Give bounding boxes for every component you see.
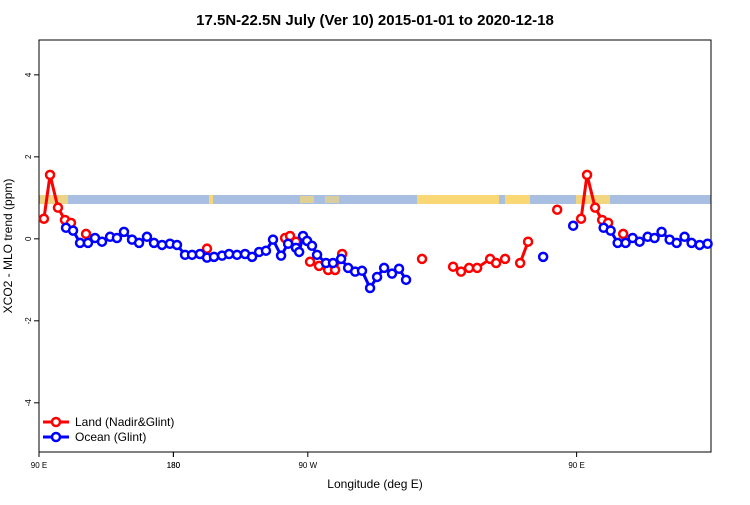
data-point xyxy=(567,220,579,231)
data-point xyxy=(605,225,616,236)
data-point xyxy=(67,225,79,236)
data-point xyxy=(52,202,64,213)
legend-label: Ocean (Glint) xyxy=(75,430,146,444)
y-tick-label: 4 xyxy=(24,72,33,77)
data-point xyxy=(80,228,92,240)
data-point xyxy=(141,231,153,243)
data-point xyxy=(551,204,563,215)
legend-label: Land (Nadir&Glint) xyxy=(75,415,174,429)
data-point xyxy=(82,237,94,249)
data-point xyxy=(282,238,294,249)
data-point xyxy=(447,261,459,272)
legend-marker xyxy=(50,416,62,428)
data-point xyxy=(471,262,483,274)
data-point xyxy=(634,236,645,247)
data-point xyxy=(231,249,243,261)
data-point xyxy=(581,169,593,181)
y-tick-label: 0 xyxy=(24,236,33,241)
data-point xyxy=(378,262,390,274)
legend-marker xyxy=(50,431,62,443)
data-point xyxy=(364,282,376,294)
data-point xyxy=(311,249,323,261)
data-point xyxy=(38,213,50,224)
data-point xyxy=(589,202,601,213)
legend-item: Ocean (Glint) xyxy=(43,430,146,444)
data-point xyxy=(393,263,405,275)
data-point xyxy=(304,256,316,268)
data-point xyxy=(44,169,56,181)
x-tick-label: 90 E xyxy=(31,461,47,470)
data-point xyxy=(118,226,130,238)
data-point xyxy=(356,265,368,277)
y-axis-label: XCO2 - MLO trend (ppm) xyxy=(1,179,15,314)
data-point xyxy=(171,239,183,251)
data-point xyxy=(679,231,690,243)
data-point xyxy=(499,253,511,265)
data-point xyxy=(416,253,428,265)
data-point xyxy=(335,253,347,265)
data-point xyxy=(649,232,660,244)
x-tick-label: 90 W xyxy=(298,461,317,470)
data-point xyxy=(514,257,526,269)
data-point xyxy=(96,236,108,247)
data-point xyxy=(617,228,629,240)
chart-title: 17.5N-22.5N July (Ver 10) 2015-01-01 to … xyxy=(196,12,554,29)
data-point xyxy=(111,232,123,244)
y-tick-label: 2 xyxy=(24,154,33,159)
data-point xyxy=(133,237,145,249)
x-tick-label: 180 xyxy=(167,461,181,470)
data-point xyxy=(656,226,667,238)
data-point xyxy=(293,246,305,258)
data-point xyxy=(490,257,502,269)
x-tick-label: 90 E xyxy=(568,461,584,470)
y-tick-label: -2 xyxy=(24,317,33,325)
data-point xyxy=(575,213,587,224)
data-point xyxy=(702,238,713,249)
data-point xyxy=(156,239,168,251)
data-point xyxy=(671,237,682,249)
data-point xyxy=(148,237,160,249)
land-mask-strip xyxy=(39,195,711,204)
data-point xyxy=(463,262,475,274)
legend-item: Land (Nadir&Glint) xyxy=(43,415,174,429)
data-point xyxy=(260,245,272,256)
data-point xyxy=(455,266,467,277)
data-point xyxy=(267,234,279,245)
data-point xyxy=(400,274,412,286)
y-tick-label: -4 xyxy=(24,399,33,407)
data-point xyxy=(306,240,318,252)
data-point xyxy=(694,239,705,251)
data-point xyxy=(275,250,287,261)
data-point xyxy=(537,251,549,263)
data-point xyxy=(246,251,258,263)
x-tick-label: 180 xyxy=(167,461,181,470)
data-point xyxy=(620,237,631,249)
data-point xyxy=(208,251,220,263)
x-axis-label: Longitude (deg E) xyxy=(327,477,422,491)
data-point xyxy=(686,237,697,249)
data-point xyxy=(371,271,383,283)
data-point xyxy=(522,236,534,247)
data-point xyxy=(327,257,339,269)
data-point xyxy=(386,268,398,279)
